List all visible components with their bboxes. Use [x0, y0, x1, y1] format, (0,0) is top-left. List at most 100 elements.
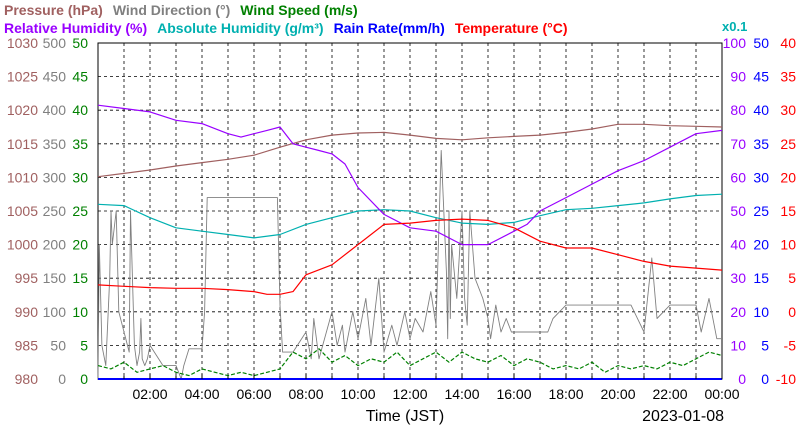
y-tick-label: 100 [723, 35, 747, 51]
x-tick-label: 04:00 [184, 386, 219, 402]
y-tick-label: 150 [43, 270, 67, 286]
y-tick-label: 995 [15, 270, 39, 286]
y-tick-label: 10 [780, 237, 796, 253]
y-tick-label: 40 [72, 102, 88, 118]
x-tick-label: 10:00 [340, 386, 375, 402]
relative-humidity-axis: 0 10 20 30 40 50 60 70 80 90 100 [723, 35, 747, 387]
y-tick-label: 250 [43, 203, 67, 219]
series-relative-humidity [97, 104, 723, 246]
header-label: Temperature (°C) [455, 20, 568, 36]
y-tick-label: 80 [730, 102, 746, 118]
y-tick-label: 35 [753, 136, 769, 152]
x-tick-label: 02:00 [132, 386, 167, 402]
y-tick-label: 45 [753, 69, 769, 85]
y-tick-label: 30 [780, 102, 796, 118]
y-tick-label: 5 [761, 337, 769, 353]
date-label: 2023-01-08 [642, 408, 724, 425]
y-tick-label: 1030 [7, 35, 38, 51]
y-tick-label: 1000 [7, 237, 38, 253]
y-tick-label: 500 [43, 35, 67, 51]
y-tick-label: 25 [72, 203, 88, 219]
y-tick-label: 45 [72, 69, 88, 85]
y-tick-label: 0 [788, 304, 796, 320]
header-label: Wind Speed (m/s) [240, 2, 357, 18]
y-tick-label: 30 [72, 169, 88, 185]
x-tick-label: 16:00 [496, 386, 531, 402]
y-tick-label: 30 [730, 270, 746, 286]
y-tick-label: 980 [15, 371, 39, 387]
y-tick-label: 0 [58, 371, 66, 387]
header-label: Pressure (hPa) [4, 2, 103, 18]
header-label: Relative Humidity (%) [4, 20, 147, 36]
y-tick-label: 300 [43, 169, 67, 185]
y-tick-label: 1005 [7, 203, 38, 219]
y-tick-label: 20 [753, 237, 769, 253]
y-tick-label: 20 [72, 237, 88, 253]
wind-direction-axis: 0 50 100 150 200 250 300 350 400 450 500 [43, 35, 67, 387]
x-tick-label: 18:00 [548, 386, 583, 402]
x-axis-label: Time (JST) [366, 408, 445, 425]
y-tick-label: 90 [730, 69, 746, 85]
y-tick-label: 100 [43, 304, 67, 320]
y-tick-label: 0 [738, 371, 746, 387]
x-tick-label: 12:00 [392, 386, 427, 402]
header-label: Absolute Humidity (g/m³) [157, 20, 323, 36]
x-tick-label: 00:00 [704, 386, 739, 402]
temperature-axis: -10 -5 0 5 10 15 20 25 30 35 40 [776, 35, 796, 387]
y-tick-label: 30 [753, 169, 769, 185]
y-tick-label: 50 [72, 35, 88, 51]
wind-speed-axis: 0 5 10 15 20 25 30 35 40 45 50 [72, 35, 88, 387]
y-tick-label: 50 [730, 203, 746, 219]
y-tick-label: 1025 [7, 69, 38, 85]
y-tick-label: 40 [730, 237, 746, 253]
series-wind-speed-m-s [97, 348, 723, 377]
y-tick-label: 50 [50, 337, 66, 353]
header-legend-row-2: Relative Humidity (%) Absolute Humidity (… [4, 20, 568, 36]
y-tick-label: 1020 [7, 102, 38, 118]
y-tick-label: 15 [72, 270, 88, 286]
y-tick-label: 10 [753, 304, 769, 320]
x-tick-label: 14:00 [444, 386, 479, 402]
y-tick-label: 20 [730, 304, 746, 320]
y-tick-label: 35 [780, 69, 796, 85]
header-label: Wind Direction (°) [113, 2, 230, 18]
series-absolute-humidity-g-m [97, 193, 723, 239]
y-tick-label: 10 [730, 337, 746, 353]
y-tick-label: -10 [776, 371, 796, 387]
y-tick-label: 985 [15, 337, 39, 353]
scale-note: x0.1 [722, 19, 747, 34]
y-tick-label: 5 [788, 270, 796, 286]
y-tick-label: 0 [80, 371, 88, 387]
x-tick-label: 22:00 [652, 386, 687, 402]
y-tick-label: 25 [753, 203, 769, 219]
x-tick-label: 20:00 [600, 386, 635, 402]
y-tick-label: 25 [780, 136, 796, 152]
rain-rate-axis: 0 5 10 15 20 25 30 35 40 45 50 [753, 35, 769, 387]
x-axis-ticks: 02:00 04:00 06:00 08:00 10:00 12:00 14:00 16:00… [123, 374, 740, 402]
y-tick-label: 60 [730, 169, 746, 185]
pressure-axis: 980 985 990 995 1000 1005 1010 1015 1020 1025 1030 [7, 35, 38, 387]
y-tick-label: 15 [753, 270, 769, 286]
y-tick-label: 450 [43, 69, 67, 85]
y-tick-label: 50 [753, 35, 769, 51]
x-tick-label: 06:00 [236, 386, 271, 402]
y-tick-label: 0 [761, 371, 769, 387]
y-tick-label: 1010 [7, 169, 38, 185]
x-tick-label: 08:00 [288, 386, 323, 402]
y-tick-label: 1015 [7, 136, 38, 152]
y-tick-label: 40 [753, 102, 769, 118]
series-wind-direction [97, 150, 722, 380]
y-tick-label: 15 [780, 203, 796, 219]
header-legend-row-1: Pressure (hPa) Wind Direction (°) Wind Spe… [4, 2, 358, 18]
y-tick-label: -5 [784, 337, 797, 353]
series-temperature-c [97, 218, 723, 295]
y-tick-label: 40 [780, 35, 796, 51]
y-tick-label: 35 [72, 136, 88, 152]
y-tick-label: 990 [15, 304, 39, 320]
series-pressure-hpa [97, 123, 723, 178]
y-tick-label: 20 [780, 169, 796, 185]
header-label: Rain Rate(mm/h) [334, 20, 445, 36]
y-tick-label: 5 [80, 337, 88, 353]
y-tick-label: 10 [72, 304, 88, 320]
